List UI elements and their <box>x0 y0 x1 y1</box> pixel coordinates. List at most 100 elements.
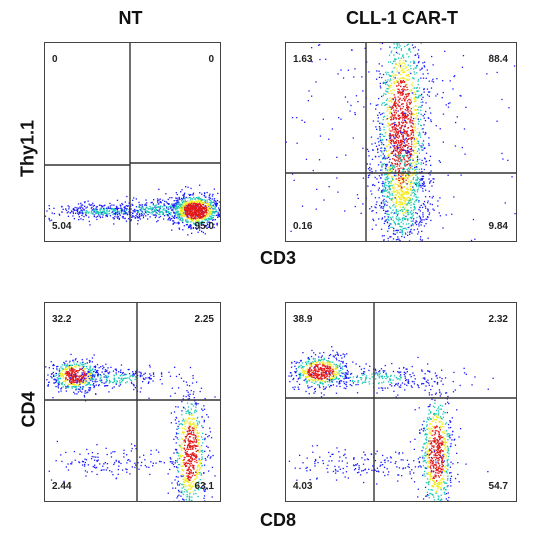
event-dot <box>371 171 373 173</box>
event-dot <box>83 375 85 377</box>
event-dot <box>167 214 169 216</box>
event-dot <box>378 197 380 199</box>
event-dot <box>402 191 404 193</box>
event-dot <box>397 191 399 193</box>
event-dot <box>62 375 64 377</box>
event-dot <box>364 47 366 49</box>
event-dot <box>80 379 82 381</box>
event-dot <box>416 168 418 170</box>
event-dot <box>400 196 403 198</box>
event-dot <box>394 197 396 199</box>
event-dot <box>96 206 98 208</box>
event-dot <box>65 360 67 362</box>
quadrant-lower-left: 0.16 <box>293 221 313 232</box>
event-dot <box>395 124 397 126</box>
event-dot <box>384 158 386 160</box>
event-dot <box>367 150 370 152</box>
event-dot <box>177 205 180 207</box>
event-dot <box>392 158 394 160</box>
event-dot <box>414 208 416 210</box>
event-dot <box>401 189 403 191</box>
event-dot <box>203 408 206 410</box>
event-dot <box>202 217 204 219</box>
event-dot <box>186 218 188 221</box>
event-dot <box>426 69 428 71</box>
event-dot <box>165 211 167 214</box>
event-dot <box>378 175 381 177</box>
event-dot <box>406 106 408 108</box>
event-dot <box>403 236 406 238</box>
event-dot <box>392 165 394 167</box>
event-dot <box>395 178 397 180</box>
event-dot <box>138 215 140 217</box>
event-dot <box>199 212 201 215</box>
event-dot <box>408 174 411 176</box>
event-dot <box>415 142 417 144</box>
event-dot <box>117 217 119 219</box>
event-dot <box>69 360 71 362</box>
event-dot <box>416 87 418 89</box>
event-dot <box>378 126 381 128</box>
event-dot <box>215 210 217 213</box>
event-dot <box>383 190 385 192</box>
event-dot <box>439 215 441 217</box>
event-dot <box>405 151 407 154</box>
event-dot <box>391 106 393 109</box>
event-dot <box>179 212 182 214</box>
event-dot <box>384 195 386 197</box>
event-dot <box>80 209 82 211</box>
event-dot <box>64 371 66 373</box>
event-dot <box>202 214 204 216</box>
event-dot <box>197 217 199 219</box>
event-dot <box>417 188 419 190</box>
event-dot <box>52 364 54 367</box>
event-dot <box>200 200 202 202</box>
event-dot <box>175 209 177 211</box>
event-dot <box>158 210 161 212</box>
event-dot <box>404 160 406 162</box>
event-dot <box>122 371 124 374</box>
event-dot <box>187 208 189 210</box>
event-dot <box>395 74 397 76</box>
event-dot <box>196 211 198 213</box>
event-dot <box>177 213 179 216</box>
event-dot <box>100 374 102 376</box>
event-dot <box>104 375 106 377</box>
event-dot <box>399 109 402 111</box>
event-dot <box>409 137 411 140</box>
event-dot <box>192 204 194 206</box>
event-dot <box>407 150 409 152</box>
event-dot <box>420 186 422 188</box>
event-dot <box>387 210 389 212</box>
event-dot <box>418 95 420 97</box>
event-dot <box>410 175 412 177</box>
event-dot <box>389 116 391 118</box>
event-dot <box>410 187 412 190</box>
event-dot <box>90 369 92 372</box>
event-dot <box>385 99 388 101</box>
event-dot <box>181 208 183 210</box>
event-dot <box>394 224 397 226</box>
event-dot <box>413 61 415 63</box>
event-dot <box>410 204 412 206</box>
event-dot <box>385 131 387 133</box>
event-dot <box>421 206 424 209</box>
event-dot <box>180 211 183 214</box>
event-dot <box>91 361 93 363</box>
event-dot <box>81 212 84 214</box>
event-dot <box>393 230 395 232</box>
event-dot <box>132 372 135 375</box>
event-dot <box>390 216 392 219</box>
event-dot <box>133 208 136 211</box>
y-axis-label-cd4: CD4 <box>18 391 39 428</box>
event-dot <box>101 206 103 208</box>
event-dot <box>169 219 171 221</box>
event-dot <box>47 384 49 386</box>
event-dot <box>415 99 417 101</box>
event-dot <box>129 375 131 377</box>
event-dot <box>395 130 397 133</box>
event-dot <box>410 116 412 118</box>
event-dot <box>407 226 409 229</box>
event-dot <box>429 174 431 176</box>
event-dot <box>75 381 77 383</box>
